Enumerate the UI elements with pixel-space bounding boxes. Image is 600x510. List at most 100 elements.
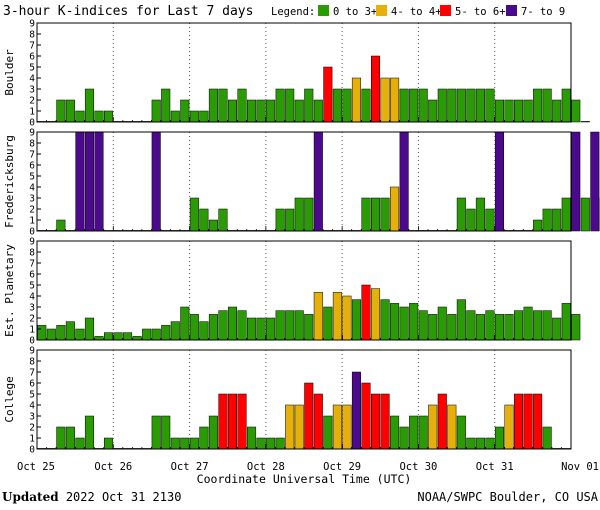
panel-4-bar: [542, 426, 552, 450]
legend-swatch-4: [506, 5, 517, 16]
panel-3-bar: [227, 306, 238, 341]
panel-4-bar: [56, 426, 66, 450]
source-credit: NOAA/SWPC Boulder, CO USA: [417, 490, 598, 504]
panel-4-bar: [294, 404, 304, 450]
panel-1-bar: [466, 88, 476, 123]
panel-1-bar: [456, 88, 466, 123]
panel-4-y-tick-label: 2: [29, 423, 35, 434]
panel-3-y-tick-label: 5: [29, 281, 35, 292]
panel-3-bar: [561, 303, 571, 341]
panel-3-bar: [504, 314, 514, 341]
panel-1-bar: [390, 77, 400, 123]
panel-1-bar: [247, 99, 257, 123]
panel-1-bar: [409, 88, 419, 123]
panel-4-y-tick-label: 7: [29, 368, 35, 379]
panel-4-bar: [494, 426, 504, 450]
panel-1-bar: [342, 88, 352, 123]
panel-2-bar: [494, 131, 504, 232]
panel-4-bar: [504, 404, 514, 450]
panel-3-bar: [161, 325, 171, 341]
panel-1-bar: [437, 88, 447, 123]
panel-4-bar: [466, 437, 476, 450]
panel-3-bar: [332, 292, 342, 341]
panel-4-y-tick-label: 5: [29, 390, 35, 401]
panel-1-bar: [256, 99, 266, 123]
panel-1-bar: [266, 99, 276, 123]
panel-3-bar: [523, 306, 533, 341]
panel-2-bar: [371, 197, 381, 232]
kindex-chart: 3-hour K-indices for Last 7 days Legend: 0…: [3, 4, 600, 486]
panel-4-bar: [180, 437, 190, 450]
panel-3-y-tick-label: 0: [29, 336, 35, 347]
panel-4-bar: [447, 404, 457, 450]
panel-3-bar: [494, 314, 504, 341]
panel-4-bar: [275, 437, 285, 450]
x-axis-label: Coordinate Universal Time (UTC): [197, 472, 412, 486]
panel-1-bar: [104, 110, 114, 123]
panel-3-bar: [485, 310, 495, 341]
panel-3-y-tick-label: 8: [29, 248, 35, 259]
panel-1-bar: [199, 110, 209, 123]
legend-item-label-4: 7- to 9: [521, 6, 565, 18]
panel-1-bar: [56, 99, 66, 123]
panel-4-bar: [361, 382, 371, 450]
updated-label: Updated: [2, 490, 59, 504]
panel-1-bar: [361, 88, 371, 123]
panel-4-bar: [266, 437, 276, 450]
panel-1-y-tick-label: 4: [29, 74, 35, 85]
panel-3-bar: [437, 306, 447, 341]
panel-1-y-tick-label: 3: [29, 85, 35, 96]
panel-2-bar: [189, 197, 199, 232]
panel-1-bar: [571, 99, 581, 123]
panel-3-bar: [304, 314, 314, 341]
panel-1-bar: [285, 88, 295, 123]
panel-3-bar: [199, 321, 209, 341]
panel-1-bar: [351, 77, 361, 123]
panel-1-y-tick-label: 5: [29, 63, 35, 74]
panel-3-bar: [151, 328, 161, 341]
panel-1-bar: [494, 99, 504, 123]
panel-4-bar: [475, 437, 485, 450]
panel-4-bar: [437, 393, 447, 450]
panel-3-y-tick-label: 1: [29, 325, 35, 336]
panel-3-bar: [466, 310, 476, 341]
panel-4-bar: [533, 393, 543, 450]
panel-4-bar: [75, 437, 85, 450]
panel-4-bar: [323, 415, 333, 450]
panel-1-name: Boulder: [3, 49, 16, 96]
legend-item-label-2: 4- to 4+: [391, 6, 442, 18]
panel-2-bar: [456, 197, 466, 232]
panel-4-bar: [151, 415, 161, 450]
panel-4-bar: [409, 415, 419, 450]
panel-4-bar: [256, 437, 266, 450]
panel-3-bar: [294, 310, 304, 341]
panel-1-bar: [542, 88, 552, 123]
panel-1-bar: [514, 99, 524, 123]
panel-2-bar: [571, 131, 581, 232]
updated-value: 2022 Oct 31 2130: [58, 490, 182, 504]
panel-1-y-tick-label: 2: [29, 96, 35, 107]
panel-2-bar: [485, 208, 495, 232]
panel-4-bar: [161, 415, 171, 450]
panel-1-bar: [475, 88, 485, 123]
panel-3-name: Est. Planetary: [3, 244, 16, 337]
panel-3-y-tick-label: 7: [29, 259, 35, 270]
panel-1-y-tick-label: 1: [29, 107, 35, 118]
panel-1-bar: [304, 88, 314, 123]
panel-1-y-tick-label: 7: [29, 41, 35, 52]
panel-4-bar: [170, 437, 180, 450]
panel-2-y-tick-label: 8: [29, 139, 35, 150]
panel-2-bar: [466, 208, 476, 232]
panel-3-bar: [351, 299, 361, 341]
x-tick-label: Oct 25: [17, 461, 55, 473]
panel-4-bar: [218, 393, 228, 450]
panel-1-bar: [75, 110, 85, 123]
panel-2-name: Fredericksburg: [3, 135, 16, 228]
panel-4-bar: [523, 393, 533, 450]
panel-4-bar: [399, 426, 409, 450]
panel-3-y-tick-label: 4: [29, 292, 35, 303]
panel-3-bar: [275, 310, 285, 341]
panel-3-bar: [75, 328, 85, 341]
panel-2-bar: [218, 208, 228, 232]
panel-1-bar: [504, 99, 514, 123]
